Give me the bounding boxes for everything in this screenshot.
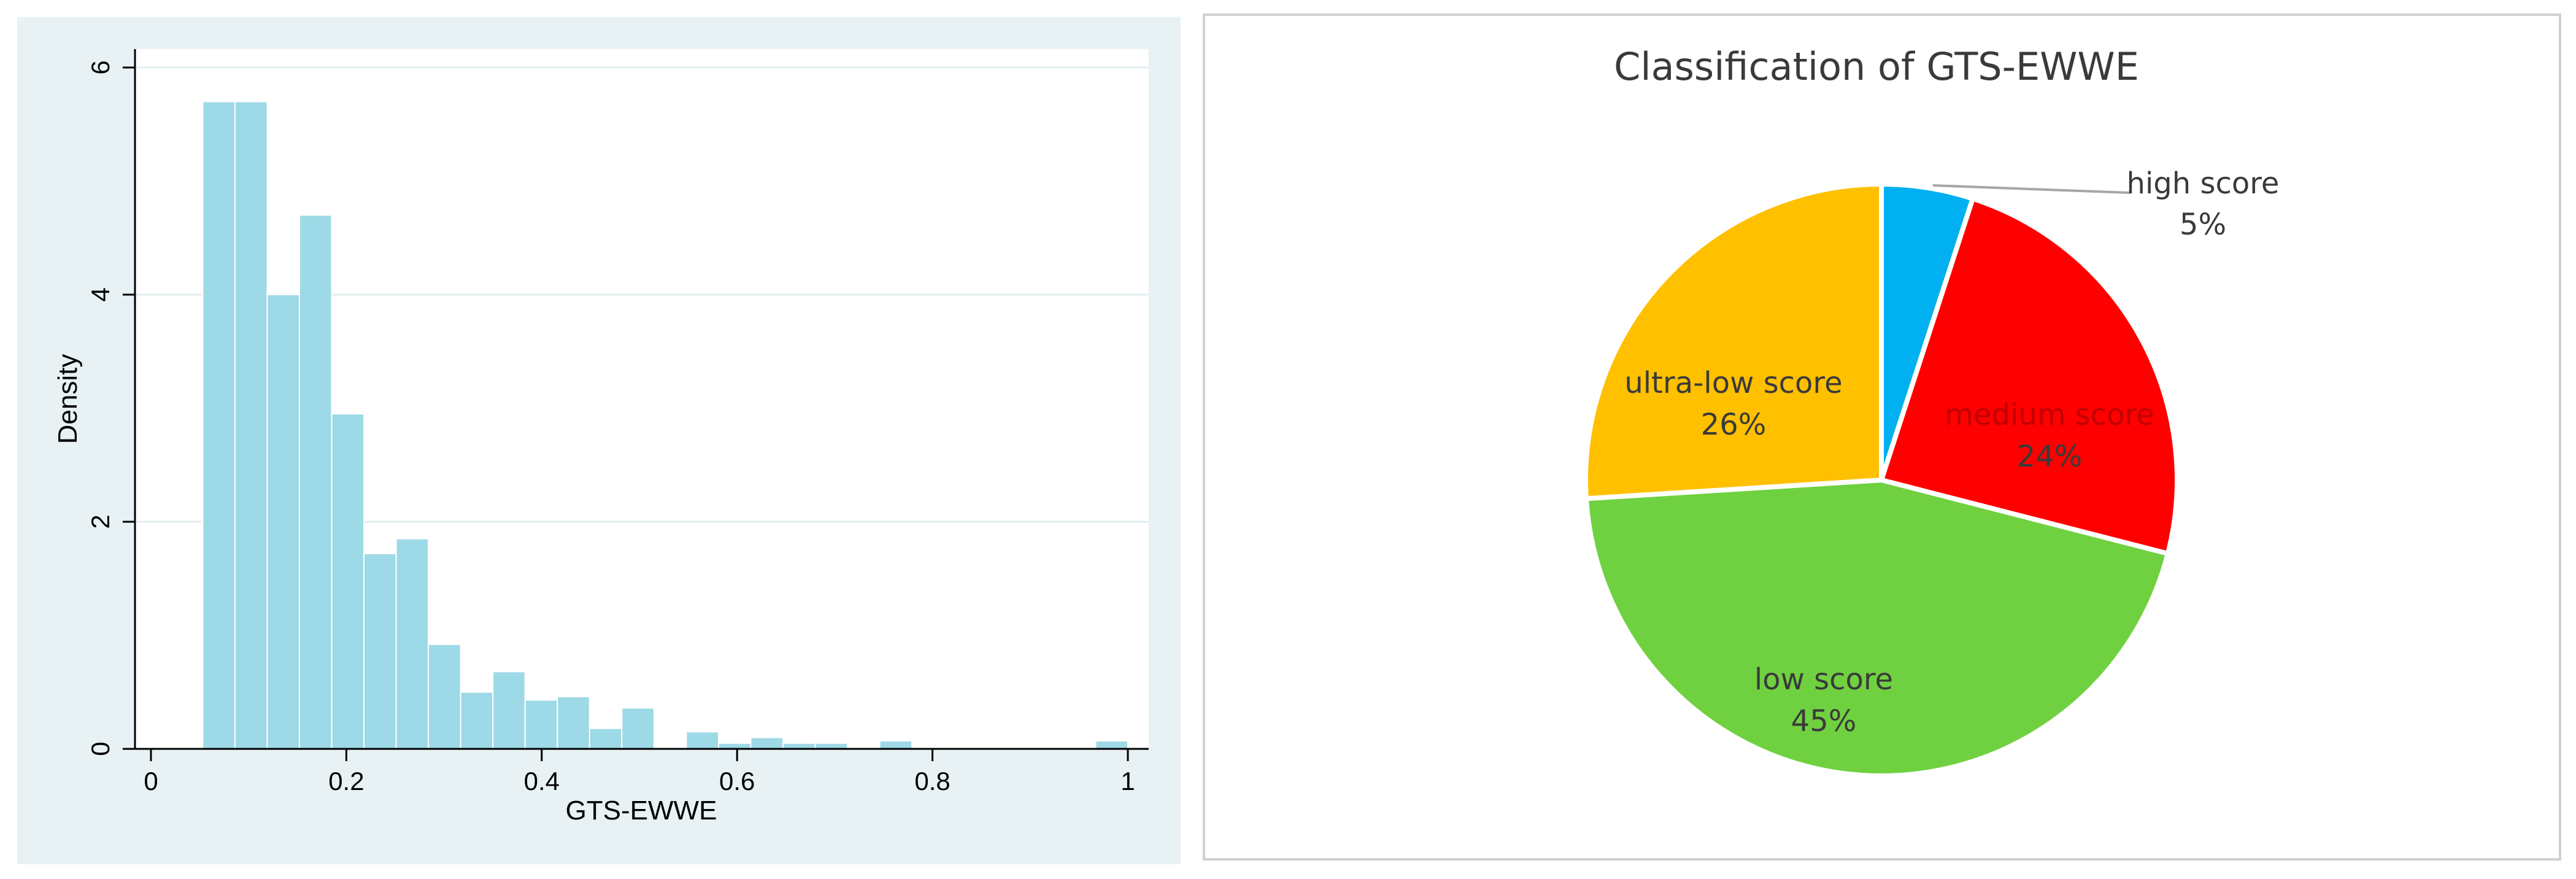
histogram-y-tick-label: 4 <box>86 287 115 301</box>
histogram-bar <box>202 101 236 749</box>
histogram-bar <box>685 731 719 749</box>
pie-label-low-score: low score <box>1754 662 1893 697</box>
pie-value-low-score: 45% <box>1791 704 1857 738</box>
pie-value-medium-score: 24% <box>2017 440 2083 474</box>
histogram-x-tick-label: 0.2 <box>328 767 364 796</box>
histogram-y-axis-label: Density <box>53 354 83 444</box>
histogram-bar <box>298 214 333 749</box>
histogram-x-tick-label: 1 <box>1120 767 1135 796</box>
histogram-bar <box>266 294 300 749</box>
histogram-y-tick-label: 0 <box>86 742 115 756</box>
histogram-bar <box>492 671 526 749</box>
histogram-bar <box>460 691 494 749</box>
histogram-bar <box>557 695 590 750</box>
histogram-bar <box>363 552 397 749</box>
histogram-y-tick-label: 6 <box>86 60 115 74</box>
histogram-x-ticks: 0 0.2 0.4 0.6 0.8 1 <box>144 749 1135 796</box>
pie-label-medium-score: medium score <box>1945 398 2154 432</box>
histogram-bar <box>524 699 558 749</box>
histogram-bar <box>395 538 430 749</box>
histogram-x-tick-label: 0.8 <box>914 767 950 796</box>
histogram-x-axis-label: GTS-EWWE <box>566 796 717 826</box>
pie-value-ultra-low-score: 26% <box>1701 408 1767 442</box>
histogram-y-tick-label: 2 <box>86 514 115 529</box>
pie-label-ultra-low-score: ultra-low score <box>1624 366 1842 400</box>
pie-slices <box>1583 182 2180 779</box>
pie-value-high-score: 5% <box>2180 207 2226 242</box>
histogram-panel: 0 2 4 6 0 0.2 0.4 0.6 0.8 1 GTS-EWWE Density <box>17 17 1181 864</box>
histogram-bar <box>879 740 913 750</box>
histogram-bar <box>750 737 784 749</box>
pie-slice-ultra-low-score <box>1583 182 1884 501</box>
histogram-bar <box>428 643 461 750</box>
pie-slice-medium-score <box>1879 196 2180 556</box>
pie-panel: Classification of GTS-EWWE high score 5%… <box>1203 14 2561 861</box>
histogram-bar <box>331 413 365 749</box>
histogram-bar <box>621 707 655 750</box>
pie-label-high-score: high score <box>2127 166 2280 201</box>
histogram-bars <box>202 101 1128 750</box>
pie-title: Classification of GTS-EWWE <box>1614 44 2139 89</box>
histogram-bar <box>234 101 268 749</box>
pie-leader-line-high-score <box>1932 184 2130 194</box>
histogram-bar <box>588 727 623 749</box>
histogram-x-tick-label: 0 <box>144 767 158 796</box>
pie-slice-low-score <box>1583 478 2170 779</box>
histogram-y-ticks: 0 2 4 6 <box>86 60 135 756</box>
histogram-x-tick-label: 0.6 <box>719 767 755 796</box>
histogram-x-tick-label: 0.4 <box>524 767 560 796</box>
histogram-bar <box>1095 740 1128 750</box>
